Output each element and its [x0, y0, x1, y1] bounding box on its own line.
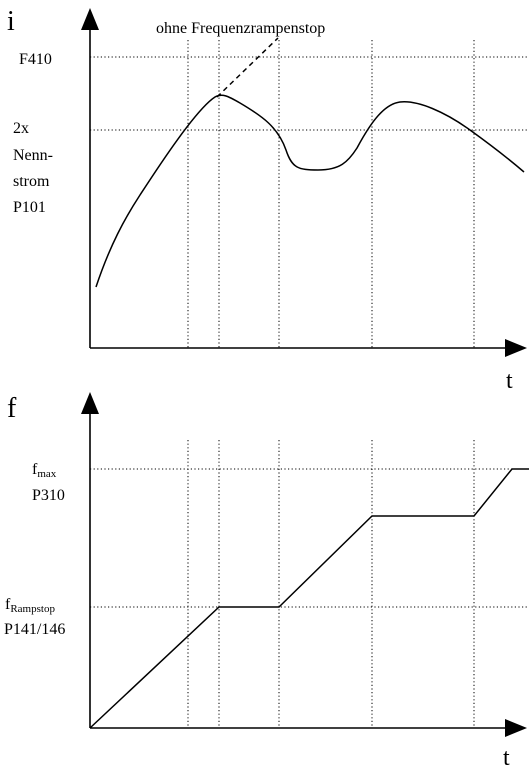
- fmax-label: fmax: [32, 461, 57, 480]
- no-rampstop-annotation: ohne Frequenzrampenstop: [156, 20, 325, 37]
- current-curve: [95, 94, 525, 288]
- rated-current-label-line1: 2x: [13, 120, 29, 137]
- rated-current-label-line2: Nenn-: [13, 147, 53, 164]
- framp-param-p141-146: P141/146: [4, 621, 65, 638]
- framp-subscript: Rampstop: [10, 603, 55, 615]
- framp-label: fRampstop: [5, 596, 55, 615]
- f410-label: F410: [19, 51, 52, 68]
- no-rampstop-dashed-line: [216, 37, 279, 98]
- y-axis-label-f: f: [7, 393, 17, 424]
- frequency-curve: [89, 468, 529, 729]
- x-axis-label-t: t: [506, 368, 513, 394]
- y-axis-label-i: i: [7, 6, 15, 37]
- fmax-subscript: max: [37, 468, 56, 480]
- x-axis-arrow-icon: [505, 719, 527, 737]
- fmax-base: f: [32, 461, 38, 478]
- rated-current-label-line3: strom: [13, 173, 50, 190]
- rated-current-param-p101: P101: [13, 199, 46, 216]
- frequency-chart: f t fmax P310 fRampstop P141/146: [4, 392, 529, 767]
- x-axis-label-t: t: [503, 745, 510, 767]
- fmax-param-p310: P310: [32, 487, 65, 504]
- y-axis-arrow-icon: [81, 8, 99, 30]
- current-chart: i t ohne Frequenzrampenstop F410 2x Nenn…: [7, 6, 529, 394]
- framp-base: f: [5, 596, 11, 613]
- y-axis-arrow-icon: [81, 392, 99, 414]
- x-axis-arrow-icon: [505, 339, 527, 357]
